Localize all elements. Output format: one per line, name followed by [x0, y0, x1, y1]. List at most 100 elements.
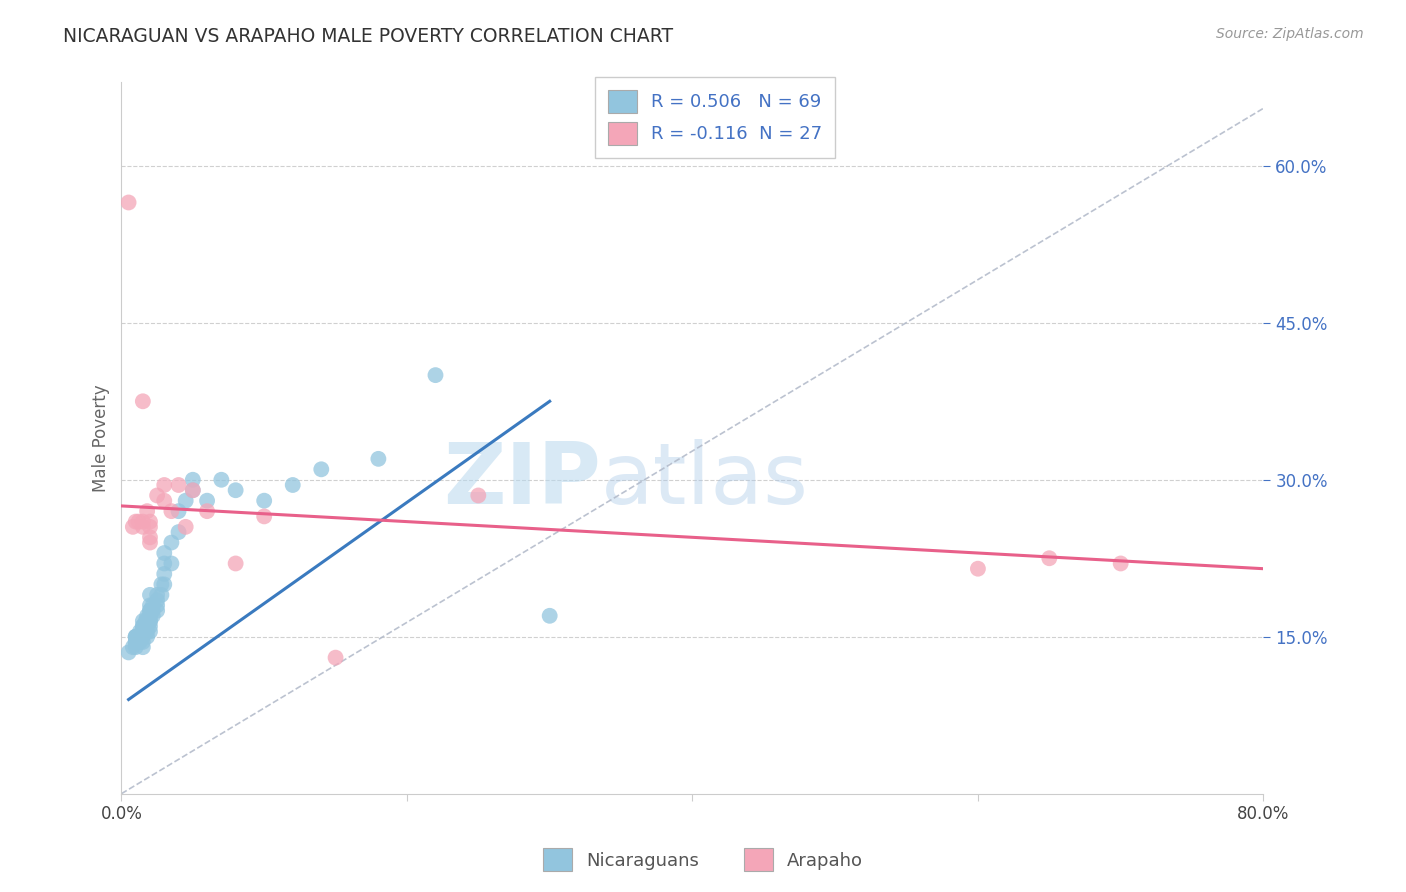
Point: [146, 593, 169, 607]
Point: [174, 493, 197, 508]
Point: [325, 650, 347, 665]
Text: Source: ZipAtlas.com: Source: ZipAtlas.com: [1216, 27, 1364, 41]
Point: [1038, 551, 1060, 566]
Legend: R = 0.506   N = 69, R = -0.116  N = 27: R = 0.506 N = 69, R = -0.116 N = 27: [595, 77, 835, 158]
Point: [139, 608, 162, 623]
Point: [139, 520, 162, 534]
Point: [139, 624, 162, 639]
Point: [167, 525, 190, 540]
Point: [132, 630, 155, 644]
Point: [160, 557, 183, 571]
Point: [128, 515, 150, 529]
Point: [136, 504, 159, 518]
Point: [153, 577, 176, 591]
Point: [167, 478, 190, 492]
Point: [132, 635, 155, 649]
Point: [139, 603, 162, 617]
Point: [136, 624, 159, 639]
Point: [136, 608, 159, 623]
Point: [132, 619, 155, 633]
Point: [146, 599, 169, 613]
Point: [132, 624, 155, 639]
Point: [1109, 557, 1132, 571]
Point: [153, 546, 176, 560]
Point: [132, 624, 155, 639]
Point: [209, 473, 232, 487]
Point: [195, 504, 218, 518]
Point: [135, 619, 157, 633]
Point: [142, 603, 165, 617]
Text: atlas: atlas: [602, 439, 808, 522]
Point: [139, 619, 162, 633]
Point: [117, 645, 139, 659]
Point: [129, 635, 152, 649]
Point: [425, 368, 447, 383]
Point: [125, 630, 148, 644]
Point: [967, 562, 990, 576]
Y-axis label: Male Poverty: Male Poverty: [93, 384, 110, 491]
Point: [281, 478, 304, 492]
Point: [129, 630, 152, 644]
Point: [146, 603, 169, 617]
Point: [132, 520, 155, 534]
Point: [132, 640, 155, 655]
Point: [125, 630, 148, 644]
Point: [139, 608, 162, 623]
Point: [225, 557, 247, 571]
Point: [135, 624, 157, 639]
Point: [153, 557, 176, 571]
Point: [253, 509, 276, 524]
Point: [195, 493, 218, 508]
Point: [129, 624, 152, 639]
Point: [146, 588, 169, 602]
Point: [174, 520, 197, 534]
Point: [139, 515, 162, 529]
Legend: Nicaraguans, Arapaho: Nicaraguans, Arapaho: [536, 841, 870, 879]
Point: [153, 478, 176, 492]
Point: [139, 588, 162, 602]
Text: NICARAGUAN VS ARAPAHO MALE POVERTY CORRELATION CHART: NICARAGUAN VS ARAPAHO MALE POVERTY CORRE…: [63, 27, 673, 45]
Point: [311, 462, 333, 476]
Point: [132, 515, 155, 529]
Point: [538, 608, 561, 623]
Point: [225, 483, 247, 498]
Point: [125, 630, 148, 644]
Point: [128, 635, 150, 649]
Point: [153, 493, 176, 508]
Point: [150, 588, 173, 602]
Point: [128, 630, 150, 644]
Point: [117, 195, 139, 210]
Point: [136, 614, 159, 628]
Point: [125, 640, 148, 655]
Point: [153, 566, 176, 581]
Point: [139, 535, 162, 549]
Point: [125, 515, 148, 529]
Point: [139, 614, 162, 628]
Point: [160, 504, 183, 518]
Point: [121, 640, 143, 655]
Point: [135, 614, 157, 628]
Point: [160, 535, 183, 549]
Point: [121, 520, 143, 534]
Point: [367, 451, 389, 466]
Point: [132, 619, 155, 633]
Point: [139, 614, 162, 628]
Point: [181, 473, 204, 487]
Point: [253, 493, 276, 508]
Point: [132, 394, 155, 409]
Point: [167, 504, 190, 518]
Text: ZIP: ZIP: [443, 439, 602, 522]
Point: [467, 488, 489, 502]
Point: [142, 608, 165, 623]
Point: [146, 488, 169, 502]
Point: [136, 619, 159, 633]
Point: [125, 635, 148, 649]
Point: [181, 483, 204, 498]
Point: [181, 483, 204, 498]
Point: [135, 619, 157, 633]
Point: [150, 577, 173, 591]
Point: [136, 630, 159, 644]
Point: [139, 603, 162, 617]
Point: [139, 599, 162, 613]
Point: [132, 614, 155, 628]
